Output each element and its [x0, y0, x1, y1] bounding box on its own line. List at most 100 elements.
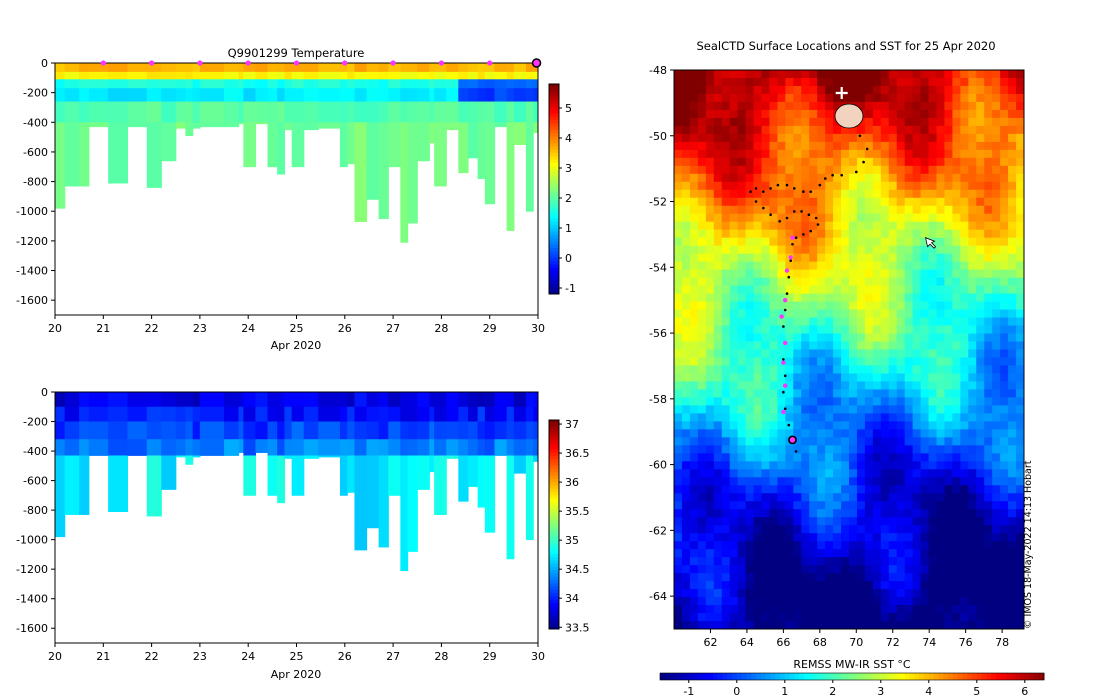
sst-cell — [753, 189, 762, 199]
temperature-chart: Q9901299 Temperature 20 21 22 23 24 25 26 27 28 2… — [16, 46, 576, 352]
sst-cell — [880, 541, 890, 550]
sst-cell — [920, 205, 930, 215]
sst-cell — [705, 605, 715, 614]
sst-cell — [896, 413, 906, 422]
sst-cell — [793, 509, 802, 518]
sst-cell — [689, 77, 699, 87]
sst-cell — [849, 429, 858, 438]
sst-cell — [920, 181, 930, 191]
temperature-cell — [243, 63, 257, 73]
sst-cell — [856, 621, 866, 629]
sst-cell — [984, 285, 993, 295]
sst-cell — [737, 221, 747, 231]
salinity-colorbar-swatch — [549, 508, 559, 512]
salinity-colorbar-swatch — [549, 609, 559, 614]
sst-cell — [681, 101, 691, 111]
sst-cell — [888, 285, 898, 295]
sst-cell — [745, 93, 755, 103]
sst-cell — [912, 525, 922, 534]
sst-cell — [817, 309, 826, 319]
temperature-colorbar-swatch — [549, 120, 559, 124]
sst-cell — [753, 517, 762, 526]
salinity-cell — [506, 455, 515, 560]
temperature-cell — [303, 79, 319, 89]
sst-cell — [880, 397, 890, 406]
sst-cell — [801, 381, 810, 390]
sst-cell — [793, 285, 802, 295]
sst-cell — [729, 397, 739, 406]
sst-cell — [705, 469, 715, 478]
sst-cell — [705, 213, 715, 223]
sst-cell — [729, 253, 739, 263]
sst-cell — [841, 269, 850, 279]
sst-cell — [912, 509, 922, 518]
sst-cell — [968, 93, 977, 103]
sst-cell — [928, 389, 937, 398]
sst-cell — [952, 125, 961, 135]
temperature-cells — [55, 63, 538, 243]
sst-cell — [856, 309, 866, 319]
salinity-colorbar-swatch — [549, 596, 559, 601]
sst-cell — [849, 517, 858, 526]
temperature-colorbar-swatch — [549, 192, 559, 197]
sst-cell — [920, 293, 930, 303]
salinity-colorbar-swatch — [549, 524, 559, 529]
sst-cell — [809, 245, 818, 255]
sst-cell — [872, 581, 882, 590]
sst-cell — [745, 357, 755, 366]
sst-cell — [833, 125, 842, 135]
sst-colorbar-swatch — [669, 673, 675, 680]
sst-cell — [689, 125, 699, 135]
sst-cell — [1016, 381, 1024, 390]
sst-cell — [745, 621, 755, 629]
sst-cell — [984, 181, 993, 191]
salinity-colorbar-swatch — [549, 580, 559, 584]
salinity-colorbar-swatch — [549, 599, 559, 604]
sst-cell — [992, 493, 1001, 502]
salinity-colorbar-swatch — [549, 517, 559, 522]
sst-cell — [825, 413, 834, 422]
sst-cell — [920, 573, 930, 582]
sst-cell — [1016, 581, 1024, 590]
temperature-cell — [506, 79, 515, 89]
temperature-cell — [506, 63, 515, 73]
sst-cell — [960, 437, 969, 446]
sst-cell — [753, 565, 762, 574]
sst-cell — [729, 485, 739, 494]
sst-cell — [1008, 413, 1017, 422]
sst-cell — [713, 605, 723, 614]
surface-marker — [293, 60, 300, 66]
sst-colorbar-swatch — [943, 673, 949, 680]
sst-cell — [793, 557, 802, 566]
sst-cell — [753, 221, 762, 231]
temperature-cell — [318, 63, 341, 73]
sst-cell — [761, 469, 770, 478]
sst-cell — [928, 109, 937, 119]
salinity-cell — [347, 439, 356, 456]
sst-cell — [1000, 213, 1009, 223]
sst-cell — [864, 533, 874, 542]
salinity-colorbar-swatch — [549, 619, 559, 623]
sst-cell — [960, 141, 969, 151]
sst-cell — [1000, 341, 1009, 350]
temperature-cell — [494, 79, 508, 89]
salinity-cell — [388, 421, 401, 440]
sst-cell — [864, 517, 874, 526]
sst-cell — [737, 421, 747, 430]
sst-cell — [729, 221, 739, 231]
sst-cell — [888, 237, 898, 247]
salinity-y-tick-label: -1400 — [16, 593, 48, 606]
sst-cell — [825, 165, 834, 175]
sst-cell — [705, 173, 715, 183]
sst-cell — [904, 621, 914, 629]
temperature-colorbar-swatch — [549, 290, 559, 295]
sst-cell — [992, 109, 1001, 119]
sst-cell — [713, 477, 723, 486]
sst-cell — [697, 517, 707, 526]
salinity-cell — [467, 421, 479, 440]
surface-marker — [438, 60, 444, 66]
sst-cell — [1000, 557, 1009, 566]
sst-cell — [1000, 117, 1009, 127]
sst-cell — [880, 261, 890, 271]
sst-cell — [960, 157, 969, 167]
